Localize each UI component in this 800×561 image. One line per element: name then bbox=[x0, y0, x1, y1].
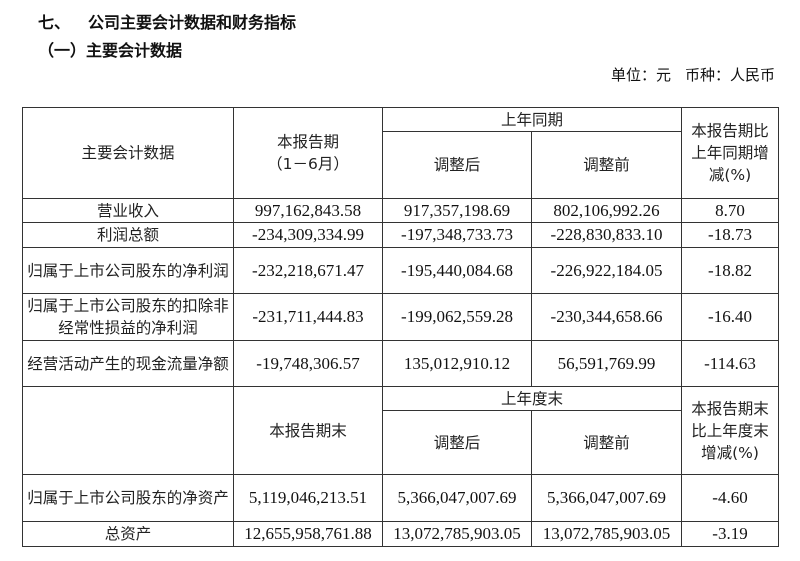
row-item: 总资产 bbox=[22, 521, 234, 547]
table-row: 归属于上市公司股东的扣除非经常性损益的净利润 -231,711,444.83 -… bbox=[22, 293, 779, 341]
row-change: -18.82 bbox=[681, 247, 779, 294]
table-row: 归属于上市公司股东的净资产 5,119,046,213.51 5,366,047… bbox=[22, 474, 779, 522]
header-adjusted-before: 调整前 bbox=[531, 410, 682, 475]
subsection-heading: （一）主要会计数据 bbox=[38, 41, 183, 60]
row-before: -230,344,658.66 bbox=[531, 293, 682, 341]
header-change-end: 本报告期末比上年度末增减(%) bbox=[681, 386, 779, 475]
table-row: 营业收入 997,162,843.58 917,357,198.69 802,1… bbox=[22, 198, 779, 223]
unit-label: 单位：元 bbox=[610, 66, 671, 84]
section-number: 七、 bbox=[38, 13, 71, 32]
header-adjusted-before: 调整前 bbox=[531, 131, 682, 199]
header-period-end: 本报告期末 bbox=[233, 386, 383, 475]
row-current: 5,119,046,213.51 bbox=[233, 474, 383, 522]
row-after: -199,062,559.28 bbox=[382, 293, 532, 341]
row-change: -4.60 bbox=[681, 474, 779, 522]
row-current: 997,162,843.58 bbox=[233, 198, 383, 223]
section-heading: 七、 公司主要会计数据和财务指标 bbox=[38, 9, 296, 33]
row-change: -18.73 bbox=[681, 222, 779, 248]
table-row: 归属于上市公司股东的净利润 -232,218,671.47 -195,440,0… bbox=[22, 247, 779, 294]
row-change: -3.19 bbox=[681, 521, 779, 547]
header-current-line1: 本报告期 bbox=[276, 133, 339, 151]
row-after: 917,357,198.69 bbox=[382, 198, 532, 223]
row-before: 5,366,047,007.69 bbox=[531, 474, 682, 522]
accounting-data-table: 主要会计数据 本报告期 （1－6月） 上年同期 本报告期比上年同期增减(%) 调整… bbox=[22, 107, 779, 547]
row-item: 归属于上市公司股东的扣除非经常性损益的净利润 bbox=[22, 293, 234, 341]
row-item: 利润总额 bbox=[22, 222, 234, 248]
row-before: 13,072,785,903.05 bbox=[531, 521, 682, 547]
header-item: 主要会计数据 bbox=[22, 107, 234, 199]
table-row: 经营活动产生的现金流量净额 -19,748,306.57 135,012,910… bbox=[22, 340, 779, 387]
header-item-empty bbox=[22, 386, 234, 475]
header-current-period: 本报告期 （1－6月） bbox=[233, 107, 383, 199]
row-current: -19,748,306.57 bbox=[233, 340, 383, 387]
row-before: -228,830,833.10 bbox=[531, 222, 682, 248]
row-after: 13,072,785,903.05 bbox=[382, 521, 532, 547]
row-after: 135,012,910.12 bbox=[382, 340, 532, 387]
row-change: 8.70 bbox=[681, 198, 779, 223]
section-title: 公司主要会计数据和财务指标 bbox=[88, 13, 297, 32]
header-prior-year-end: 上年度末 bbox=[382, 386, 682, 411]
row-current: -232,218,671.47 bbox=[233, 247, 383, 294]
row-current: -234,309,334.99 bbox=[233, 222, 383, 248]
table-row: 利润总额 -234,309,334.99 -197,348,733.73 -22… bbox=[22, 222, 779, 248]
header-adjusted-after: 调整后 bbox=[382, 131, 532, 199]
row-current: -231,711,444.83 bbox=[233, 293, 383, 341]
header-change: 本报告期比上年同期增减(%) bbox=[681, 107, 779, 199]
header-adjusted-after: 调整后 bbox=[382, 410, 532, 475]
row-item: 营业收入 bbox=[22, 198, 234, 223]
table-row: 总资产 12,655,958,761.88 13,072,785,903.05 … bbox=[22, 521, 779, 547]
row-after: 5,366,047,007.69 bbox=[382, 474, 532, 522]
row-item: 归属于上市公司股东的净资产 bbox=[22, 474, 234, 522]
unit-note: 单位：元 币种：人民币 bbox=[597, 64, 775, 85]
row-before: 802,106,992.26 bbox=[531, 198, 682, 223]
row-before: 56,591,769.99 bbox=[531, 340, 682, 387]
row-after: -195,440,084.68 bbox=[382, 247, 532, 294]
currency-label: 币种：人民币 bbox=[684, 66, 775, 84]
row-change: -114.63 bbox=[681, 340, 779, 387]
header-current-line2: （1－6月） bbox=[267, 155, 349, 173]
row-after: -197,348,733.73 bbox=[382, 222, 532, 248]
row-change: -16.40 bbox=[681, 293, 779, 341]
row-item: 归属于上市公司股东的净利润 bbox=[22, 247, 234, 294]
row-current: 12,655,958,761.88 bbox=[233, 521, 383, 547]
row-before: -226,922,184.05 bbox=[531, 247, 682, 294]
row-item: 经营活动产生的现金流量净额 bbox=[22, 340, 234, 387]
header-prior-period: 上年同期 bbox=[382, 107, 682, 132]
